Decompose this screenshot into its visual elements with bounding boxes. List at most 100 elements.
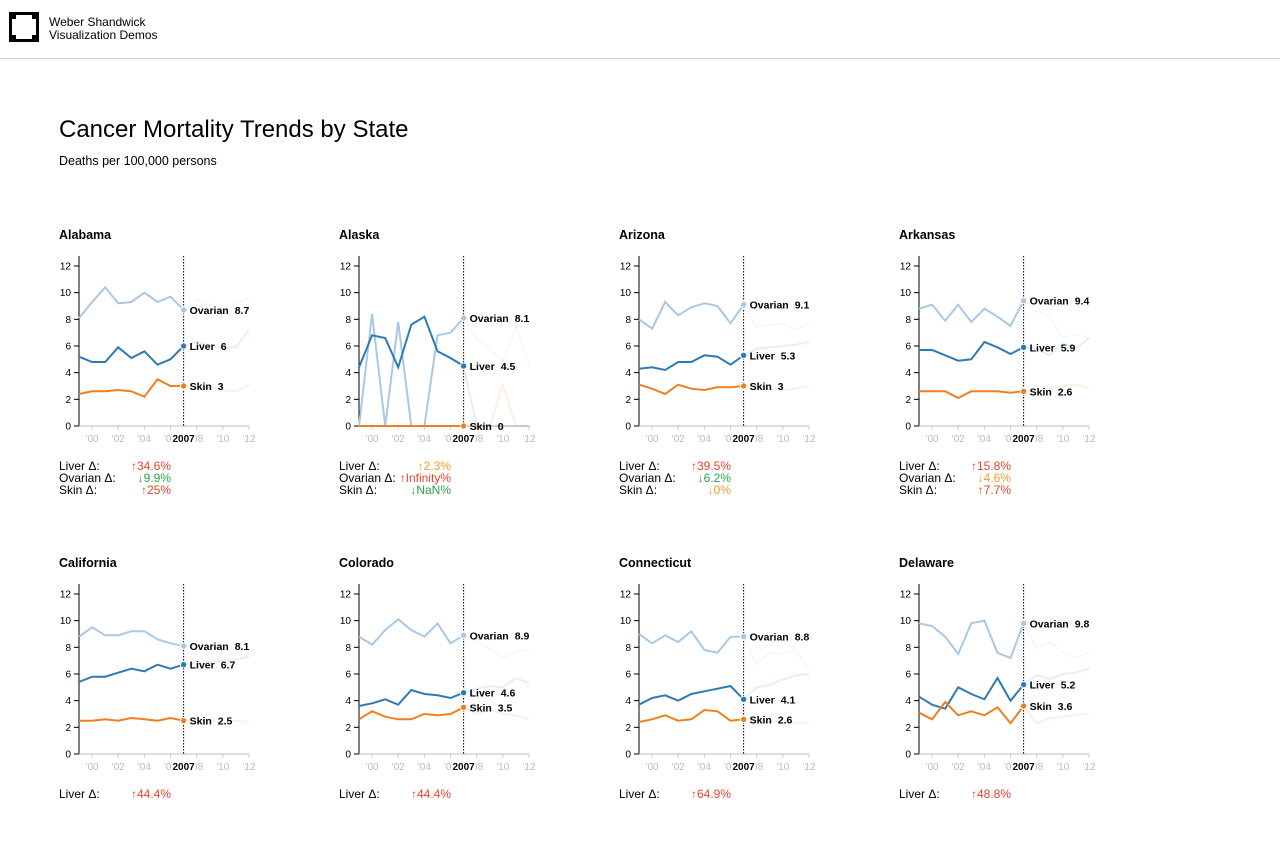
- delta-row: Liver Δ: ↑2.3%: [339, 460, 479, 472]
- liver-point: [1019, 343, 1028, 352]
- y-tick-label: 8: [905, 315, 911, 326]
- liver-future-line: [183, 655, 250, 666]
- state-panel-alabama: 0 2 4 6 8 10 12 '00 '02 '04 '06 '08 '10 '12 2007 Ovaria…: [59, 228, 339, 518]
- y-tick-label: 8: [65, 315, 71, 326]
- x-tick-label: '10: [496, 762, 509, 773]
- y-tick-label: 2: [905, 395, 911, 406]
- y-tick-label: 8: [905, 643, 911, 654]
- x-tick-label: '08: [470, 762, 483, 773]
- highlight-year-bg: [451, 432, 476, 444]
- state-name: Arkansas: [899, 228, 956, 242]
- liver-line: [358, 688, 464, 707]
- delta-row: Skin Δ: ↓NaN%: [339, 484, 479, 496]
- y-tick-label: 8: [345, 643, 351, 654]
- ovarian-value-label: Ovarian 9.4: [1030, 296, 1090, 308]
- x-tick-label: '12: [1082, 434, 1095, 445]
- ovarian-point: [1019, 619, 1028, 628]
- highlight-year-label: 2007: [732, 434, 755, 445]
- liver-series-name: Liver: [470, 361, 495, 373]
- skin-value-label: Skin 2.6: [750, 714, 793, 726]
- delta-value: ↑25%: [140, 483, 171, 497]
- site-header: Weber Shandwick Visualization Demos: [0, 0, 1280, 59]
- delta-label: Skin Δ:: [619, 483, 658, 497]
- skin-value-label: Skin 3: [750, 381, 784, 393]
- y-tick-label: 6: [625, 342, 631, 353]
- x-tick-label: '02: [672, 434, 685, 445]
- liver-point: [179, 342, 188, 350]
- ovarian-value-label: Ovarian 8.1: [470, 313, 530, 325]
- ovarian-series-name: Ovarian: [470, 630, 509, 642]
- highlight-year-bg: [1011, 432, 1036, 444]
- y-tick-label: 10: [620, 288, 632, 299]
- skin-future-line: [183, 383, 250, 393]
- y-tick-label: 10: [60, 616, 72, 627]
- x-tick-label: '00: [926, 434, 939, 445]
- x-tick-label: '12: [1082, 762, 1095, 773]
- x-tick-label: '10: [776, 762, 789, 773]
- delta-row: Ovarian Δ: ↓6.2%: [619, 472, 759, 484]
- delta-row: Liver Δ: ↑44.4%: [339, 788, 479, 800]
- y-tick-label: 12: [900, 590, 912, 601]
- weber-shandwick-logo-icon[interactable]: [9, 12, 39, 42]
- skin-line: [918, 700, 1025, 725]
- delta-value: ↑48.8%: [970, 787, 1011, 801]
- delta-value: ↑39.5%: [690, 459, 731, 473]
- y-tick-label: 6: [65, 342, 71, 353]
- skin-future-line: [1022, 705, 1090, 725]
- liver-series-value: 4.6: [501, 688, 516, 700]
- x-tick-label: '06: [724, 762, 737, 773]
- skin-line: [638, 383, 744, 396]
- x-tick-label: '10: [216, 434, 229, 445]
- delta-label: Ovarian Δ:: [899, 471, 956, 485]
- skin-line: [358, 706, 465, 721]
- ovarian-series-value: 9.4: [1075, 296, 1090, 308]
- x-tick-label: '04: [698, 434, 711, 445]
- liver-series-value: 6.7: [221, 660, 236, 672]
- delta-value: ↑64.9%: [690, 787, 731, 801]
- state-panel-arizona: 0 2 4 6 8 10 12 '00 '02 '04 '06 '08 '10 '12 2007 Ovaria…: [619, 228, 899, 518]
- skin-value-label: Skin 3: [190, 381, 224, 393]
- y-tick-label: 4: [65, 368, 71, 379]
- brand-name[interactable]: Weber Shandwick Visualization Demos: [49, 16, 158, 41]
- ovarian-point: [459, 631, 468, 640]
- ovarian-line: [918, 300, 1025, 328]
- y-tick-label: 6: [345, 342, 351, 353]
- delta-value: ↑15.8%: [970, 459, 1011, 473]
- skin-line: [79, 716, 184, 722]
- liver-point: [459, 362, 468, 370]
- highlight-year-bg: [1011, 760, 1036, 772]
- skin-series-value: 3.5: [498, 702, 513, 714]
- x-tick-label: '02: [392, 762, 405, 773]
- liver-series-name: Liver: [1030, 680, 1055, 692]
- ovarian-series-value: 9.8: [1075, 618, 1090, 630]
- liver-series-name: Liver: [750, 350, 775, 362]
- ovarian-future-line: [183, 643, 250, 653]
- ovarian-future-line: [742, 304, 810, 332]
- y-tick-label: 2: [65, 723, 71, 734]
- ovarian-future-line: [463, 634, 530, 660]
- liver-series-value: 6: [221, 341, 227, 353]
- ovarian-line: [918, 619, 1025, 660]
- y-tick-label: 12: [60, 262, 72, 273]
- y-tick-label: 4: [345, 368, 351, 379]
- ovarian-series-name: Ovarian: [1030, 618, 1069, 630]
- brand-line-2: Visualization Demos: [49, 27, 158, 42]
- skin-series-name: Skin: [1030, 701, 1052, 713]
- y-tick-label: 0: [345, 422, 351, 433]
- skin-series-name: Skin: [750, 381, 772, 393]
- x-tick-label: '04: [418, 762, 431, 773]
- delta-row: Liver Δ: ↑15.8%: [899, 460, 1039, 472]
- state-name: California: [59, 556, 117, 570]
- delta-value: ↓NaN%: [410, 483, 451, 497]
- liver-series-value: 5.3: [781, 350, 796, 362]
- skin-series-name: Skin: [1030, 386, 1052, 398]
- liver-future-line: [462, 365, 529, 427]
- ovarian-point: [179, 306, 188, 314]
- delta-label: Ovarian Δ:: [339, 471, 396, 485]
- delta-summary: Liver Δ: ↑15.8% Ovarian Δ: ↓4.6% Skin Δ: ↑7.7…: [899, 460, 1039, 496]
- skin-point: [179, 382, 188, 390]
- delta-value: ↓6.2%: [697, 471, 731, 485]
- x-tick-label: '10: [1056, 434, 1069, 445]
- skin-future-line: [183, 719, 250, 724]
- y-tick-label: 0: [345, 750, 351, 761]
